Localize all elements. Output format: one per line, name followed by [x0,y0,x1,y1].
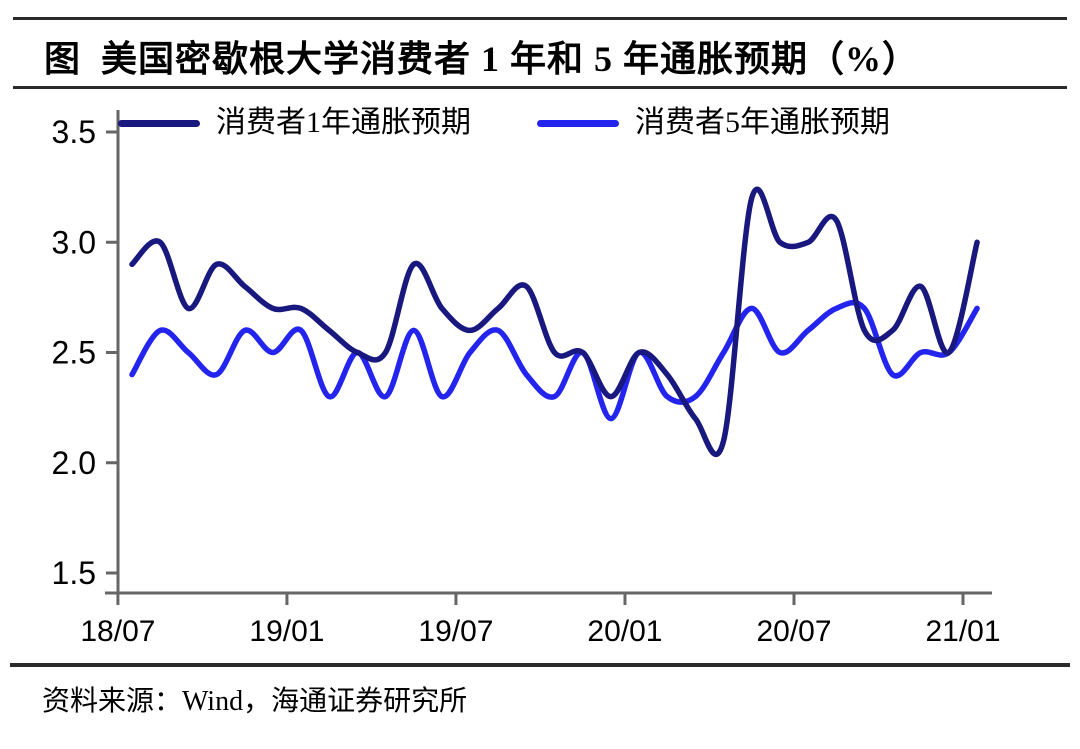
x-axis-label: 20/07 [756,615,831,648]
x-axis-label: 20/01 [587,615,662,648]
footer-rule [10,663,1070,667]
y-axis-label: 2.5 [52,335,96,371]
page-title: 图 美国密歇根大学消费者 1 年和 5 年通胀预期（%） [44,39,920,79]
legend-label-5y: 消费者5年通胀预期 [635,106,890,139]
y-axis-label: 3.5 [52,114,96,150]
series-1y-line [129,186,980,458]
y-axis-label: 2.0 [52,445,96,481]
title-bottom-rule [13,86,1067,89]
legend-item-1y: 消费者1年通胀预期 [118,104,471,142]
y-axis-label: 3.0 [52,224,96,260]
title-top-rule [13,17,1067,20]
x-axis-label: 19/01 [249,615,324,648]
x-axis-label: 19/07 [418,615,493,648]
x-axis-label: 18/07 [80,615,155,648]
x-axis-label: 21/01 [925,615,1000,648]
chart-legend: 消费者1年通胀预期 消费者5年通胀预期 [118,104,890,142]
legend-line-1y-icon [118,119,200,127]
legend-label-1y: 消费者1年通胀预期 [216,106,471,139]
y-axis-label: 1.5 [52,555,96,591]
series-5y-line [129,299,980,422]
legend-line-5y-icon [537,119,619,127]
legend-item-5y: 消费者5年通胀预期 [537,104,890,142]
source-note: 资料来源：Wind，海通证券研究所 [42,686,468,717]
